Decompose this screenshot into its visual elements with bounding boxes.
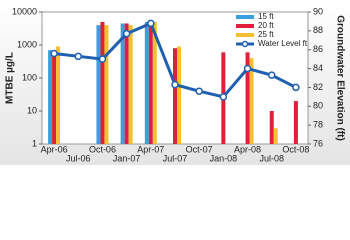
x-tick-label: Jul-08 [259,153,284,163]
chart: MTBE µg/L Groundwater Elevation (ft) 1 10… [0,0,350,165]
y-tick-label: 10000 [12,6,37,16]
water-level-marker [243,64,252,73]
bar [269,111,274,144]
water-level-marker [267,71,276,79]
water-level-marker [98,55,107,63]
bar [173,48,177,144]
x-tick-label: Oct-07 [186,144,213,154]
bar [48,50,53,144]
y-tick-label: 1 [32,138,37,148]
bar [144,21,149,144]
water-level-marker [219,93,228,101]
x-tick-label: Jul-06 [66,153,91,163]
y2-tick-label: 82 [313,82,323,92]
bar [96,25,101,145]
legend-label: 15 ft [258,12,274,21]
y-tick-label: 100 [22,72,37,82]
y2-tick-label: 88 [313,25,323,35]
bar [120,23,125,145]
water-level-marker [171,80,179,89]
page: MTBE µg/L Groundwater Elevation (ft) 1 10… [0,0,350,165]
y2-tick-label: 90 [313,6,323,16]
x-tick-label: Apr-07 [137,144,164,154]
y-tick-label: 1000 [17,39,37,49]
bar [104,25,109,145]
water-level-marker [50,49,58,58]
water-level-marker [147,19,155,28]
bar [56,46,61,145]
bar [177,46,181,145]
water-level-marker [292,83,300,92]
bar [293,101,298,144]
bar [148,21,153,144]
legend-swatch [241,40,249,48]
water-level-marker [74,52,83,61]
y2-tick-label: 84 [313,63,323,73]
x-tick-label: Jan-08 [210,153,238,163]
bar [52,52,57,144]
x-tick-label: Oct-06 [89,144,116,154]
y2-tick-label: 80 [313,101,323,111]
bar [273,128,278,144]
y2-tick-label: 76 [313,138,323,148]
x-tick-label: Apr-06 [41,144,68,154]
legend-label: 20 ft [258,21,274,30]
y2-tick-label: 86 [313,44,323,54]
y-tick-label: 10 [27,105,37,115]
y2-axis-title: Groundwater Elevation (ft) [334,15,345,141]
x-tick-label: Jan-07 [113,153,141,163]
bar [124,23,129,145]
legend-label: Water Level ft [258,39,308,48]
water-level-marker [122,29,131,38]
legend-label: 25 ft [258,30,274,39]
bar [100,21,105,144]
x-tick-label: Oct-08 [282,144,309,154]
y-axis-title: MTBE µg/L [5,52,16,104]
bar [152,21,157,144]
bar [245,52,250,144]
bar [128,25,133,145]
water-level-marker [195,87,203,95]
x-tick-label: Apr-08 [234,144,261,154]
x-tick-label: Jul-07 [163,153,188,163]
y2-tick-label: 78 [313,120,323,130]
bar [249,58,254,144]
